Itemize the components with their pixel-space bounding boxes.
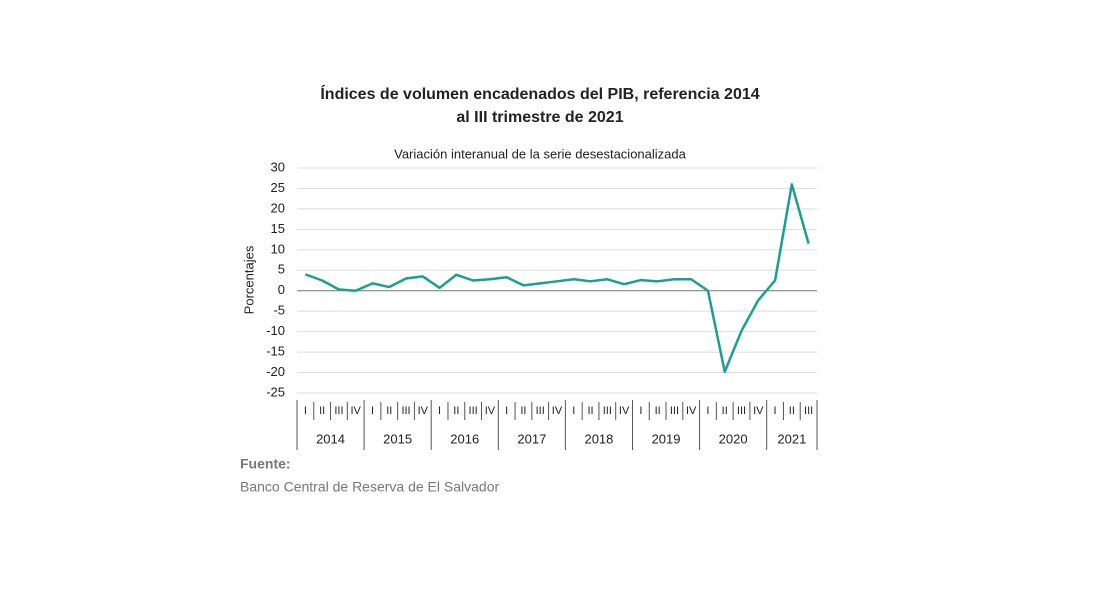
year-label: 2018	[584, 431, 613, 446]
x-tick-label: I	[505, 405, 508, 417]
chart-subtitle: Variación interanual de la serie desesta…	[394, 146, 686, 161]
x-tick-label: II	[386, 405, 392, 417]
y-tick-label: 30	[271, 159, 285, 174]
year-label: 2019	[652, 431, 681, 446]
x-tick-label: III	[334, 405, 343, 417]
x-tick-label: II	[655, 405, 661, 417]
y-tick-label: -15	[266, 344, 285, 359]
x-tick-label: IV	[619, 405, 630, 417]
chart-title: Índices de volumen encadenados del PIB, …	[320, 84, 759, 103]
x-tick-label: III	[804, 405, 813, 417]
source: Banco Central de Reserva de El Salvador	[240, 479, 499, 495]
x-tick-label: IV	[351, 405, 362, 417]
year-label: 2017	[517, 431, 546, 446]
y-axis-label: Porcentajes	[241, 245, 256, 314]
x-tick-label: II	[319, 405, 325, 417]
y-tick-label: -10	[266, 323, 285, 338]
x-tick-label: IV	[418, 405, 429, 417]
x-tick-label: IV	[552, 405, 563, 417]
year-label: 2014	[316, 431, 345, 446]
data-line	[304, 183, 810, 373]
x-tick-label: I	[706, 405, 709, 417]
x-tick-label: I	[438, 405, 441, 417]
source-heading: Fuente:	[240, 456, 291, 472]
x-tick-label: IV	[753, 405, 764, 417]
year-label: 2021	[777, 431, 806, 446]
x-tick-label: II	[453, 405, 459, 417]
y-tick-label: 25	[271, 180, 285, 195]
x-tick-label: IV	[485, 405, 496, 417]
year-label: 2020	[719, 431, 748, 446]
y-tick-label: 5	[278, 262, 285, 277]
x-tick-label: II	[520, 405, 526, 417]
year-label: 2015	[383, 431, 412, 446]
chart-title: al III trimestre de 2021	[456, 109, 623, 126]
x-tick-label: I	[304, 405, 307, 417]
x-tick-label: I	[371, 405, 374, 417]
x-tick-label: I	[774, 405, 777, 417]
x-tick-label: I	[639, 405, 642, 417]
y-tick-label: 15	[271, 221, 285, 236]
x-tick-label: III	[536, 405, 545, 417]
x-tick-label: III	[401, 405, 410, 417]
y-tick-label: -25	[266, 384, 285, 399]
y-tick-label: 0	[278, 282, 285, 297]
x-tick-label: I	[572, 405, 575, 417]
y-tick-label: -20	[266, 364, 285, 379]
x-tick-label: II	[789, 405, 795, 417]
x-tick-label: III	[737, 405, 746, 417]
y-tick-label: 20	[271, 200, 285, 215]
y-tick-label: 10	[271, 241, 285, 256]
y-tick-label: -5	[273, 303, 285, 318]
x-tick-label: IV	[686, 405, 697, 417]
year-label: 2016	[450, 431, 479, 446]
x-tick-label: III	[469, 405, 478, 417]
x-tick-label: III	[603, 405, 612, 417]
x-tick-label: II	[722, 405, 728, 417]
x-tick-label: III	[670, 405, 679, 417]
x-tick-label: II	[587, 405, 593, 417]
